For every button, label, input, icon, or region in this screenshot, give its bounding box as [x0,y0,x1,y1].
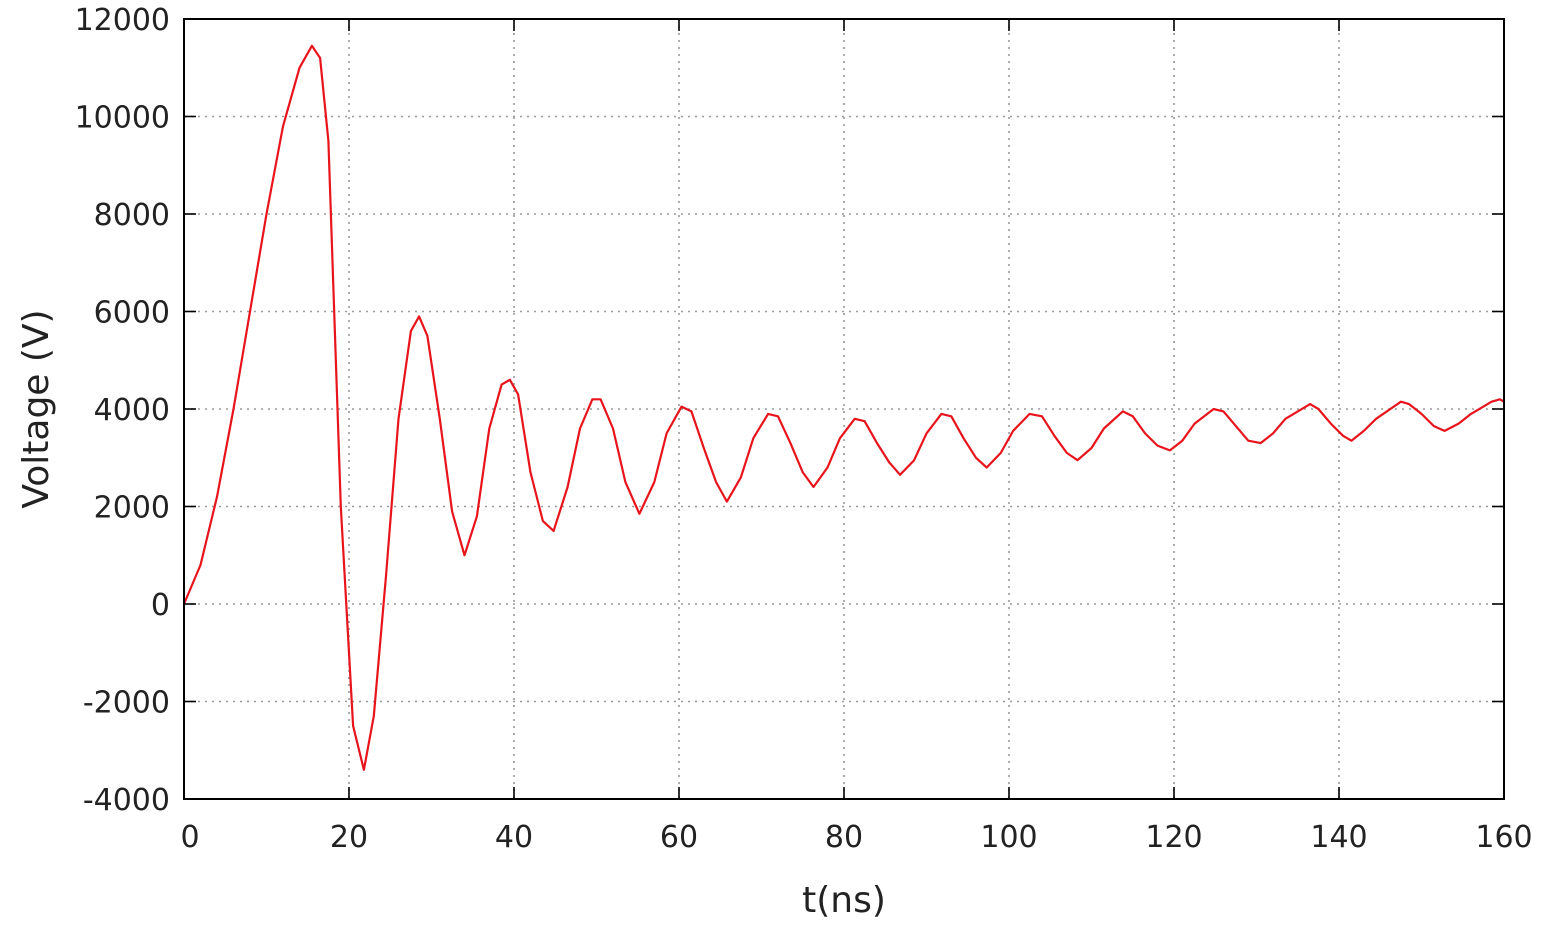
x-tick-label: 160 [1475,820,1532,855]
x-axis-title: t(ns) [802,880,886,921]
x-tick-label: 40 [495,820,533,855]
series-line [182,44,1506,771]
y-tick-label: 4000 [94,393,170,428]
y-tick-label: -2000 [83,686,170,721]
grid [184,19,1504,799]
y-tick-label: 2000 [94,491,170,526]
y-tick-label: 12000 [75,3,170,38]
x-tick-labels: 0 20 40 60 80 100 120 140 160 [180,820,1532,855]
x-tick-label: 120 [1145,820,1202,855]
y-axis-title: Voltage (V) [16,309,57,508]
plot-frame [183,18,1505,800]
y-tick-label: 6000 [94,296,170,331]
x-tick-label: 100 [980,820,1037,855]
series-layer [182,44,1506,771]
x-tick-label: 140 [1310,820,1367,855]
x-tick-label: 20 [330,820,368,855]
y-tick-labels: -4000 -2000 0 2000 4000 6000 8000 10000 12000 [75,3,170,818]
y-tick-label: 0 [151,588,170,623]
x-tick-label: 80 [825,820,863,855]
y-tick-label: 8000 [94,198,170,233]
x-tick-label: 60 [660,820,698,855]
x-tick-label: 0 [180,820,199,855]
y-tick-label: -4000 [83,783,170,818]
y-tick-label: 10000 [75,101,170,136]
